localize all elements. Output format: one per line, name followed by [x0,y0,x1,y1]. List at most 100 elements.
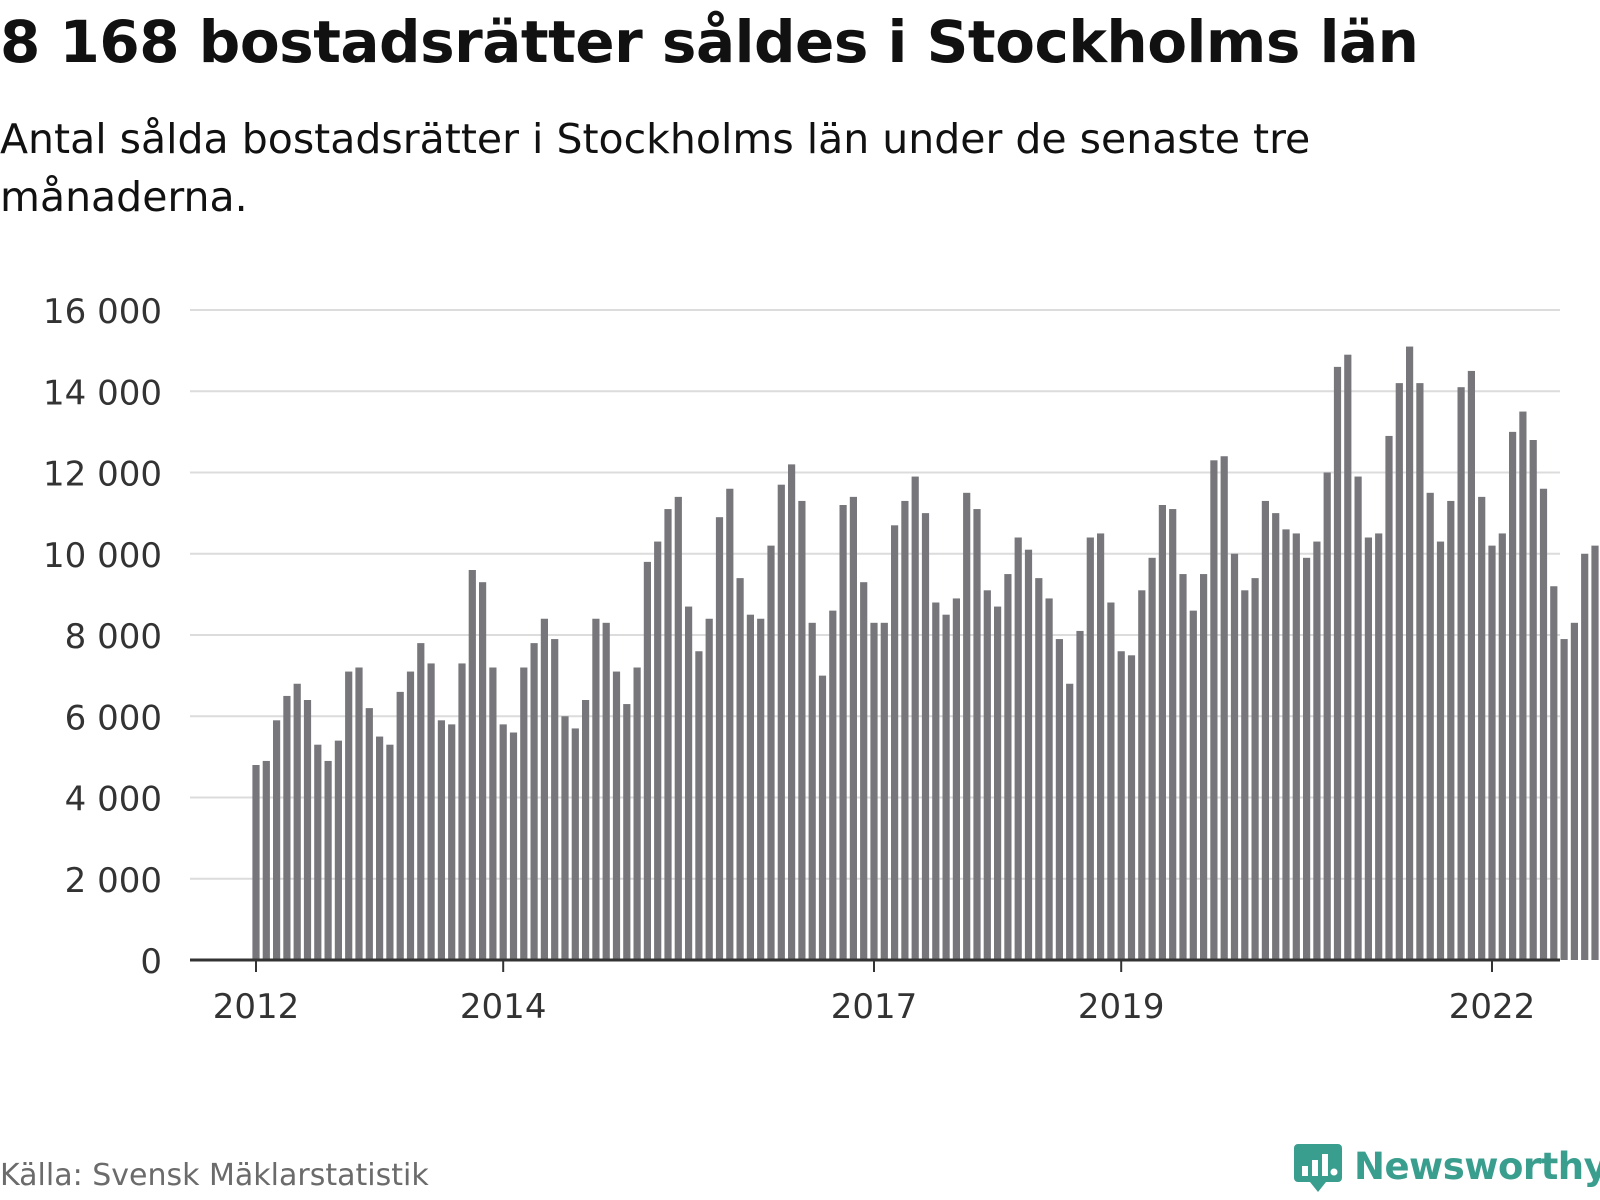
bar [1086,537,1094,960]
brand-logo[interactable]: Newsworthy [1292,1140,1600,1192]
bar [1478,496,1486,960]
bar [1220,456,1228,960]
bar [1282,529,1290,960]
bar [334,740,342,960]
bar [685,606,693,960]
bar [561,716,569,960]
bar [1189,610,1197,960]
y-tick-label: 4 000 [65,780,162,820]
bar [829,610,837,960]
bar [396,691,404,960]
bar [1024,549,1033,960]
y-tick-label: 12 000 [43,455,162,495]
bar [633,667,641,960]
bar [283,695,291,960]
bar [973,509,981,960]
bar [530,643,538,960]
bar [808,622,816,960]
bar-chart: 0 2 000 4 000 6 000 8 000 10 000 12 000 14 000 1… [43,292,1599,1027]
newsworthy-logo-icon [1294,1144,1342,1192]
y-tick-label: 10 000 [43,536,162,576]
bar [1364,537,1372,960]
bar [705,618,713,960]
bar [1467,370,1475,960]
bar [1210,460,1218,960]
bar [1076,630,1084,960]
bar [479,582,487,960]
bar [1426,492,1434,960]
bar [860,582,868,960]
bar [1107,602,1115,960]
bar [448,724,456,960]
bar [623,704,631,960]
bar [870,622,878,960]
bar [437,720,445,960]
bar [1117,651,1125,960]
bar [1416,383,1424,960]
bar [1488,545,1496,960]
bar [551,639,559,960]
bar [1354,476,1362,960]
bar [695,651,703,960]
x-tick-label: 2014 [460,987,547,1027]
bar [1241,590,1249,960]
bar [1127,655,1136,960]
bar [602,622,610,960]
bar [1447,500,1455,960]
bar [1436,541,1445,960]
bar [489,667,497,960]
bar [643,561,651,960]
bar [736,578,744,960]
bar [1509,431,1517,960]
bar [540,618,548,960]
bar [1066,683,1074,960]
bar [1261,500,1269,960]
bar [1251,578,1259,960]
bar [273,720,281,960]
bar [963,492,971,960]
bar [262,760,270,960]
bar [911,476,919,960]
bar [612,671,621,960]
chart-title: 8 168 bostadsrätter såldes i Stockholms … [0,8,1419,76]
bar [1169,509,1177,960]
bar [1539,488,1548,960]
bar [901,500,909,960]
bar [983,590,991,960]
bar [1333,366,1342,960]
bar [1148,557,1156,960]
bar [654,541,662,960]
bar [942,614,950,960]
bar [880,622,888,960]
bar [1313,541,1321,960]
bar [839,505,847,960]
bar [1014,537,1022,960]
bar [592,618,600,960]
x-tick-label: 2017 [831,987,918,1027]
y-tick-label: 6 000 [65,698,162,738]
bar [1375,533,1383,960]
bar [324,760,332,960]
bar [1303,557,1311,960]
bar [1550,586,1558,960]
bar [345,671,353,960]
bar [1004,574,1012,960]
bar [1581,553,1589,960]
bar [314,744,322,960]
bar [376,736,384,960]
bar [1344,354,1352,960]
bar [582,700,590,960]
bar [1560,639,1568,960]
bar [499,724,507,960]
chart-subtitle: Antal sålda bostadsrätter i Stockholms l… [0,115,1311,221]
y-tick-label: 14 000 [43,373,162,413]
bar [1529,440,1537,960]
bar [386,744,394,960]
bar [1323,472,1331,960]
bar [952,598,960,960]
y-tick-label: 16 000 [43,292,162,332]
bar [1395,383,1403,960]
bar [1097,533,1105,960]
bar [1138,590,1146,960]
source-note: Källa: Svensk Mäklarstatistik [0,1158,429,1193]
